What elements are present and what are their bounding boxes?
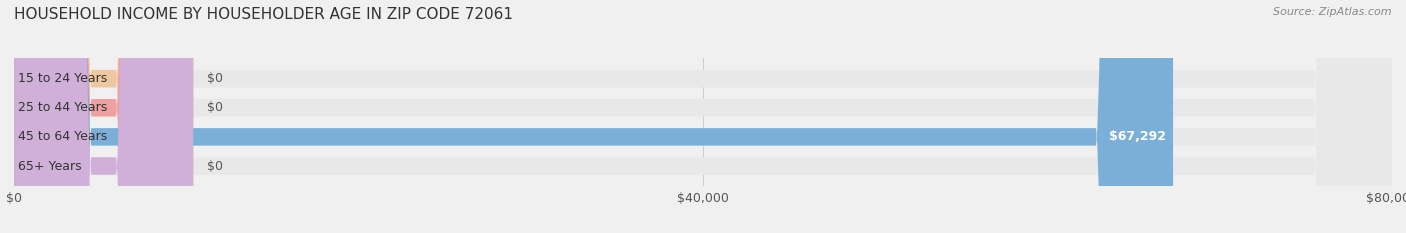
FancyBboxPatch shape bbox=[14, 0, 1392, 233]
FancyBboxPatch shape bbox=[14, 0, 1392, 233]
FancyBboxPatch shape bbox=[14, 0, 193, 233]
Text: 65+ Years: 65+ Years bbox=[17, 160, 82, 172]
Text: Source: ZipAtlas.com: Source: ZipAtlas.com bbox=[1274, 7, 1392, 17]
FancyBboxPatch shape bbox=[14, 0, 193, 233]
FancyBboxPatch shape bbox=[14, 0, 1392, 233]
FancyBboxPatch shape bbox=[14, 0, 1392, 233]
Text: $67,292: $67,292 bbox=[1109, 130, 1166, 143]
Text: $0: $0 bbox=[207, 72, 224, 85]
Text: 45 to 64 Years: 45 to 64 Years bbox=[17, 130, 107, 143]
FancyBboxPatch shape bbox=[14, 0, 1173, 233]
Text: 15 to 24 Years: 15 to 24 Years bbox=[17, 72, 107, 85]
Text: 25 to 44 Years: 25 to 44 Years bbox=[17, 101, 107, 114]
Text: $0: $0 bbox=[207, 101, 224, 114]
FancyBboxPatch shape bbox=[14, 0, 193, 233]
Text: HOUSEHOLD INCOME BY HOUSEHOLDER AGE IN ZIP CODE 72061: HOUSEHOLD INCOME BY HOUSEHOLDER AGE IN Z… bbox=[14, 7, 513, 22]
Text: $0: $0 bbox=[207, 160, 224, 172]
